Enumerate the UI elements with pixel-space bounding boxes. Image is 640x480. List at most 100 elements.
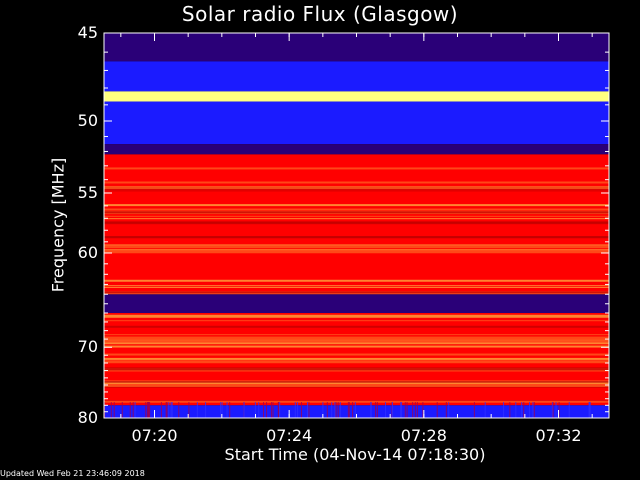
spectrogram-texture: [104, 215, 609, 217]
spectrogram-streak: [121, 402, 123, 418]
spectrogram-streak: [258, 402, 260, 418]
spectrogram-streak: [533, 402, 535, 418]
spectrogram-streak: [266, 402, 268, 418]
y-tick-label: 50: [77, 111, 98, 130]
spectrogram-texture: [104, 334, 609, 336]
spectrogram-streak: [171, 402, 173, 418]
spectrogram-texture: [104, 400, 609, 403]
chart-title: Solar radio Flux (Glasgow): [181, 2, 459, 26]
spectrogram-streak: [568, 402, 570, 418]
spectrogram-streak: [422, 402, 424, 418]
spectrogram-streak: [272, 402, 274, 418]
spectrogram-streak: [148, 402, 150, 418]
spectrogram-band: [104, 154, 609, 295]
spectrogram-band: [104, 91, 609, 102]
spectrogram-streak: [523, 402, 525, 418]
spectrogram-band: [104, 405, 609, 418]
spectrogram-streak: [226, 402, 228, 418]
spectrogram-texture: [104, 385, 609, 388]
spectrogram-texture: [104, 357, 609, 360]
spectrogram-streak: [412, 402, 414, 418]
spectrogram-streak: [335, 402, 337, 418]
x-axis-label: Start Time (04-Nov-14 07:18:30): [224, 445, 486, 464]
spectrogram-texture: [104, 221, 609, 224]
spectrogram-texture: [104, 342, 609, 345]
spectrogram-streak: [401, 402, 403, 418]
spectrogram-texture: [104, 382, 609, 384]
spectrogram-texture: [104, 353, 609, 356]
spectrogram-streak: [170, 402, 172, 418]
spectrogram-texture: [104, 367, 609, 371]
spectrogram-streak: [416, 402, 418, 418]
y-tick-label: 70: [77, 337, 98, 357]
spectrogram-streak: [196, 402, 198, 418]
spectrogram-texture: [104, 245, 609, 249]
spectrogram-streak: [391, 402, 393, 418]
spectrogram-texture: [104, 185, 609, 189]
spectrogram-streak: [445, 402, 447, 418]
spectrogram-streak: [104, 402, 106, 418]
updated-timestamp: Updated Wed Feb 21 23:46:09 2018: [0, 469, 145, 478]
spectrogram-band: [104, 101, 609, 145]
spectrogram-texture: [104, 249, 609, 251]
spectrogram-texture: [104, 181, 609, 184]
spectrogram-streak: [331, 402, 333, 418]
x-tick-label: 07:32: [535, 426, 582, 445]
spectrogram-streak: [529, 402, 531, 418]
spectrogram-texture: [104, 320, 609, 322]
spectrogram-streak: [178, 402, 180, 418]
spectrogram-streak: [146, 402, 148, 418]
spectrogram-streak: [555, 402, 557, 418]
y-tick-label: 45: [77, 23, 98, 42]
spectrogram-streak: [375, 402, 377, 418]
spectrogram-texture: [104, 286, 609, 288]
spectrogram-streak: [347, 402, 349, 418]
spectrogram-texture: [104, 336, 609, 340]
spectrogram-texture: [104, 360, 609, 364]
spectrogram-texture: [104, 236, 609, 239]
spectrogram-streak: [558, 402, 560, 418]
spectrogram-texture: [104, 279, 609, 282]
spectrogram-streak: [132, 402, 134, 418]
spectrogram-streak: [221, 402, 223, 418]
spectrogram-texture: [104, 244, 609, 246]
spectrogram-streak: [205, 402, 207, 418]
spectrogram-streak: [297, 402, 299, 418]
spectrogram-streak: [165, 402, 167, 418]
spectrogram-streak: [300, 402, 302, 418]
spectrogram-streak: [448, 402, 450, 418]
spectrogram-streak: [254, 402, 256, 418]
spectrogram-texture: [104, 339, 609, 343]
spectrogram-streak: [515, 402, 517, 418]
spectrogram-streak: [352, 402, 354, 418]
spectrogram-streak: [243, 402, 245, 418]
spectrogram-texture: [104, 314, 609, 318]
y-axis-label: Frequency [MHz]: [48, 157, 68, 293]
spectrogram-streak: [509, 402, 511, 418]
spectrogram-streak: [113, 402, 115, 418]
spectrogram-texture: [104, 345, 609, 348]
spectrogram-texture: [104, 250, 609, 254]
spectrogram-streak: [322, 402, 324, 418]
spectrogram-streak: [589, 402, 591, 418]
spectrogram-streak: [384, 402, 386, 418]
y-tick-label: 80: [77, 408, 98, 427]
spectrogram-streak: [532, 402, 534, 418]
x-tick-label: 07:20: [131, 426, 178, 445]
spectrogram-texture: [104, 208, 609, 211]
spectrogram-streak: [129, 402, 131, 418]
spectrogram-texture: [104, 325, 609, 328]
spectrogram-streak: [145, 402, 147, 418]
x-tick-label: 07:28: [400, 426, 447, 445]
spectrogram-streak: [337, 402, 339, 418]
spectrogram-streak: [588, 402, 590, 418]
spectrogram-streak: [220, 402, 222, 418]
spectrogram-streak: [308, 402, 310, 418]
spectrogram-band: [104, 144, 609, 155]
spectrogram-streak: [270, 402, 272, 418]
spectrogram-texture: [104, 190, 609, 192]
spectrogram-streak: [414, 402, 416, 418]
spectrogram-streak: [376, 402, 378, 418]
spectrogram-texture: [104, 383, 609, 386]
